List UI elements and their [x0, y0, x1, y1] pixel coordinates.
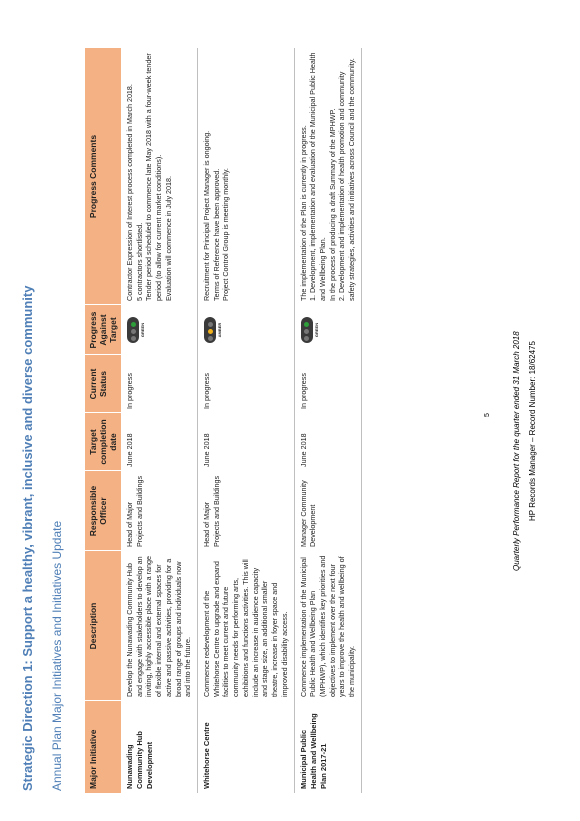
table-row: Nunawading Community Hub Development Dev… [121, 48, 198, 793]
row-initiative: Municipal Public Health and Wellbeing Pl… [294, 701, 362, 793]
comment-line: The implementation of the Plan is curren… [298, 125, 308, 301]
table-header-row: Major Initiative Description Responsible… [85, 48, 121, 793]
row-progress: GREEN [121, 305, 198, 355]
row-description: Commence implementation of the Municipal… [294, 551, 362, 701]
row-comments: Recruitment for Principal Project Manage… [197, 48, 294, 305]
row-target: June 2018 [294, 413, 362, 471]
row-officer: Head of Major Projects and Buildings [121, 471, 198, 551]
col-header-comments: Progress Comments [85, 48, 121, 305]
comment-line: 2. Development and implementation of hea… [337, 58, 357, 301]
row-target: June 2018 [197, 413, 294, 471]
table-row: Municipal Public Health and Wellbeing Pl… [294, 48, 362, 793]
col-header-officer: Responsible Officer [85, 471, 121, 551]
comment-line: 1. Development, implementation and evalu… [308, 52, 327, 301]
row-officer: Manager Community Development [294, 471, 362, 551]
row-comments: The implementation of the Plan is curren… [294, 48, 362, 305]
traffic-light-icon [204, 317, 217, 343]
comment-line: Project Control Group is meeting monthly… [221, 168, 231, 301]
comment-line: Evaluation will commence in July 2018. [163, 175, 173, 301]
progress-label: AMBER [217, 322, 223, 338]
traffic-light-icon [300, 317, 313, 343]
page-number: 5 [484, 413, 491, 417]
footer-record-number: HP Records Manager – Record Number: 18/6… [528, 341, 537, 521]
comment-line: In the process of producing a draft Summ… [327, 108, 337, 301]
comment-line: Recruitment for Principal Project Manage… [202, 130, 212, 301]
row-progress: GREEN [294, 305, 362, 355]
col-header-status: Current Status [85, 355, 121, 413]
page-subheading: Annual Plan Major Initiatives and Initia… [50, 520, 64, 791]
col-header-description: Description [85, 551, 121, 701]
row-officer: Head of Major Projects and Buildings [197, 471, 294, 551]
initiatives-table: Major Initiative Description Responsible… [85, 48, 362, 793]
row-status: In progress [197, 355, 294, 413]
row-status: In progress [121, 355, 198, 413]
col-header-initiative: Major Initiative [85, 701, 121, 793]
row-progress: AMBER [197, 305, 294, 355]
row-initiative: Nunawading Community Hub Development [121, 701, 198, 793]
row-target: June 2018 [121, 413, 198, 471]
progress-label: GREEN [140, 322, 145, 338]
page-heading: Strategic Direction 1: Support a healthy… [20, 285, 35, 791]
table-row: Whitehorse Centre Commence redevelopment… [197, 48, 294, 793]
traffic-light-icon [127, 317, 139, 343]
row-comments: Contractor Expression of Interest proces… [121, 48, 198, 305]
comment-line: Terms of Reference have been approved. [211, 168, 221, 301]
comment-line: 5 contractors shortlisted. [134, 222, 144, 301]
progress-label: GREEN [313, 322, 319, 338]
col-header-target: Target completion date [85, 413, 121, 471]
comment-line: Contractor Expression of Interest proces… [125, 84, 134, 301]
footer-report-title: Quarterly Performance Report for the qua… [512, 331, 521, 571]
row-description: Develop the Nunawading Community Hub and… [121, 551, 198, 701]
comment-line: Tender period scheduled to commence late… [144, 53, 164, 301]
row-description: Commence redevelopment of the Whitehorse… [197, 551, 294, 701]
col-header-progress: Progress Against Target [85, 305, 121, 355]
row-status: In progress [294, 355, 362, 413]
row-initiative: Whitehorse Centre [197, 701, 294, 793]
